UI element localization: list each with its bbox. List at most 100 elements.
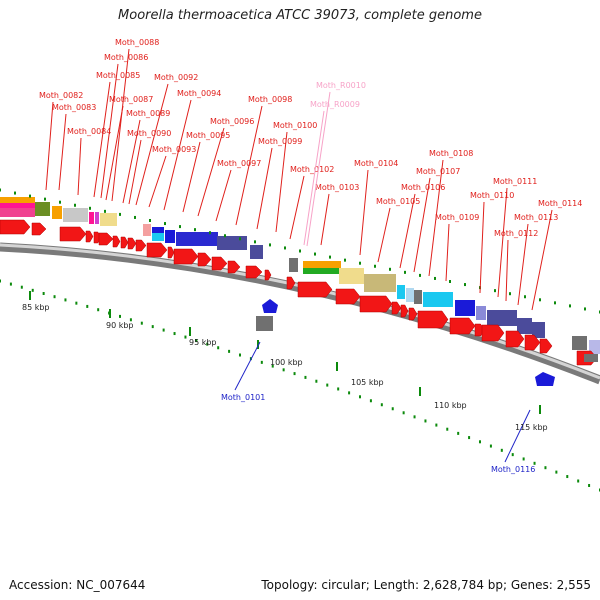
tick-mark — [194, 228, 196, 232]
rna-gene-label[interactable]: Moth_R0009 — [310, 100, 360, 109]
forward-gene-label[interactable]: Moth_0094 — [177, 89, 221, 98]
cds-arrow — [112, 235, 121, 248]
cds-arrow — [227, 260, 241, 274]
tick-mark — [577, 479, 580, 483]
tick-major — [257, 340, 259, 349]
forward-gene-label[interactable]: Moth_0108 — [429, 149, 473, 158]
forward-gene-label[interactable]: Moth_0113 — [514, 213, 558, 222]
forward-gene-label[interactable]: Moth_0104 — [354, 159, 398, 168]
tick-mark — [413, 415, 416, 419]
cds-arrow — [449, 317, 476, 335]
tick-mark — [314, 252, 316, 256]
feature-labels: Moth_0082 Moth_0083 Moth_0084 Moth_0085 Moth… — [39, 38, 582, 474]
tick-mark — [446, 427, 449, 431]
forward-gene-label[interactable]: Moth_0103 — [315, 183, 359, 192]
forward-gene-label-leader-line — [215, 169, 232, 222]
tick-mark — [588, 483, 591, 487]
tick-mark — [149, 219, 151, 222]
reverse-gene-label[interactable]: Moth_0101 — [221, 393, 265, 402]
forward-gene-label-leader-line — [105, 105, 124, 201]
forward-gene-label-leader-line — [111, 48, 130, 202]
cds-arrow — [120, 236, 129, 249]
tick-mark — [304, 375, 307, 379]
cds-arrow — [85, 230, 94, 243]
tick-mark — [86, 304, 89, 308]
forward-gene-label[interactable]: Moth_0097 — [217, 159, 261, 168]
forward-gene-label[interactable]: Moth_0084 — [67, 127, 111, 136]
tick-mark — [164, 222, 166, 226]
forward-gene-label-leader-line — [497, 187, 508, 298]
forward-gene-label[interactable]: Moth_0090 — [127, 129, 171, 138]
tick-mark — [59, 200, 61, 204]
tick-mark — [206, 342, 209, 346]
scale-label: 110 kbp — [434, 401, 467, 410]
tick-mark — [20, 285, 23, 289]
forward-gene-label[interactable]: Moth_0109 — [435, 213, 479, 222]
forward-gene-label-leader-line — [517, 223, 529, 306]
tick-mark — [584, 307, 586, 311]
tick-mark — [544, 466, 547, 470]
forward-gene-label[interactable]: Moth_0107 — [416, 167, 460, 176]
tick-mark — [104, 209, 106, 213]
forward-gene-label[interactable]: Moth_0082 — [39, 91, 83, 100]
forward-gene-label[interactable]: Moth_0111 — [493, 177, 537, 186]
forward-gene-label-leader-line — [128, 139, 142, 205]
forward-gene-label-leader-line — [359, 169, 369, 256]
forward-gene-label[interactable]: Moth_0088 — [115, 38, 159, 47]
forward-gene-label-leader-line — [235, 105, 263, 226]
forward-gene-label[interactable]: Moth_0099 — [258, 137, 302, 146]
tick-mark — [254, 240, 256, 244]
forward-gene-label[interactable]: Moth_0089 — [126, 109, 170, 118]
forward-gene-label-leader-line — [45, 101, 54, 191]
tick-mark — [329, 255, 331, 259]
forward-gene-label[interactable]: Moth_0102 — [290, 165, 334, 174]
forward-gene-label[interactable]: Moth_0106 — [401, 183, 445, 192]
forward-gene-label[interactable]: Moth_0087 — [109, 95, 153, 104]
forward-gene-label-leader-line — [531, 209, 553, 311]
forward-gene-label[interactable]: Moth_0095 — [186, 131, 230, 140]
tick-mark — [359, 395, 361, 399]
forward-gene-label[interactable]: Moth_0112 — [494, 229, 538, 238]
tick-mark — [44, 197, 46, 201]
cds-arrow — [400, 304, 409, 318]
forward-gene-label[interactable]: Moth_0105 — [376, 197, 420, 206]
tick-mark — [424, 419, 427, 423]
tick-mark — [449, 280, 451, 283]
forward-gene-label[interactable]: Moth_0114 — [538, 199, 582, 208]
tick-mark — [217, 346, 220, 350]
scale-labels: 85 kbp 90 kbp 95 kbp 100 kbp 105 kbp 110 kbp 1… — [22, 303, 548, 432]
forward-gene-label[interactable]: Moth_0093 — [152, 145, 196, 154]
forward-gene-label-leader-line — [122, 119, 141, 204]
tick-mark — [359, 261, 361, 265]
forward-gene-label[interactable]: Moth_0085 — [96, 71, 140, 80]
forward-gene-label[interactable]: Moth_0092 — [154, 73, 198, 82]
forward-gene-label-leader-line — [479, 201, 485, 294]
tick-mark — [315, 379, 318, 383]
reverse-gene-label[interactable]: Moth_0116 — [491, 465, 535, 474]
tick-major — [336, 362, 338, 371]
tick-mark — [299, 249, 301, 253]
tick-mark — [14, 191, 16, 195]
forward-gene-label[interactable]: Moth_0100 — [273, 121, 317, 130]
cds-arrow — [173, 248, 199, 265]
forward-gene-label[interactable]: Moth_0110 — [470, 191, 514, 200]
cds-arrow — [264, 269, 272, 281]
tick-mark — [489, 444, 492, 448]
tick-major — [29, 291, 31, 300]
cds-arrow — [408, 307, 418, 321]
tick-mark — [271, 364, 274, 368]
cds-arrow — [245, 265, 263, 279]
forward-gene-label-leader-line — [93, 81, 111, 198]
forward-gene-label[interactable]: Moth_0096 — [210, 117, 254, 126]
tick-mark — [468, 436, 471, 440]
tick-mark — [404, 270, 406, 274]
forward-gene-label[interactable]: Moth_0083 — [52, 103, 96, 112]
forward-gene-label[interactable]: Moth_0098 — [248, 95, 292, 104]
tick-mark — [42, 292, 45, 296]
tick-mark — [511, 453, 514, 457]
tick-mark — [209, 231, 211, 235]
tick-mark — [97, 308, 100, 312]
tick-mark — [293, 372, 296, 376]
rna-gene-label[interactable]: Moth_R0010 — [316, 81, 366, 90]
forward-gene-label[interactable]: Moth_0086 — [104, 53, 148, 62]
